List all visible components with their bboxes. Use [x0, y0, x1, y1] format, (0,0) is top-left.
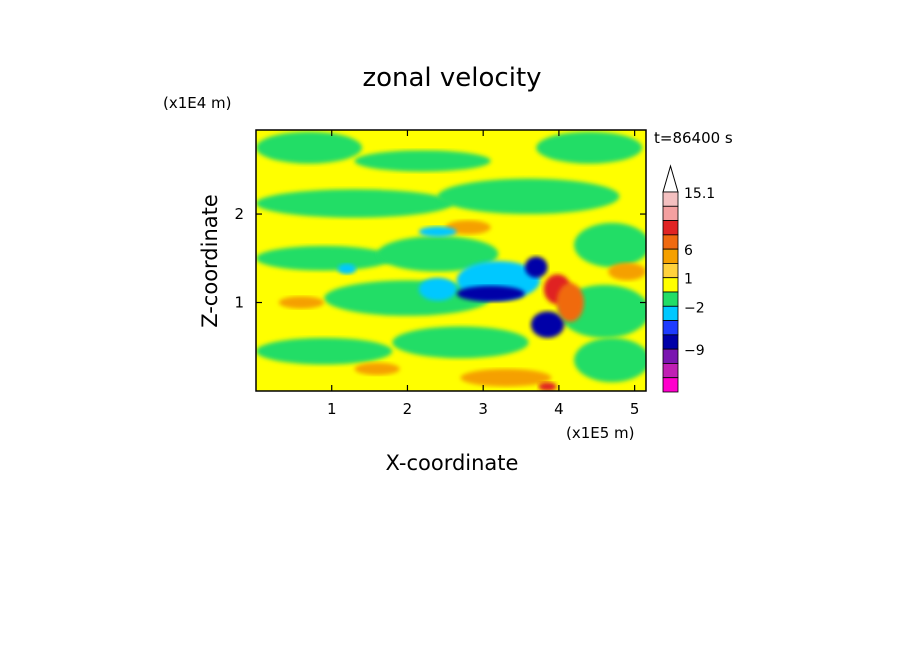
colorbar-level: [662, 248, 679, 264]
contour-region-blue-24: [524, 256, 548, 278]
y-scale-label: (x1E4 m): [163, 94, 232, 112]
colorbar-level: [662, 334, 679, 350]
contour-region-orange-15: [608, 262, 646, 281]
x-tick-label: 1: [327, 400, 337, 418]
y-tick-label: 1: [234, 294, 244, 312]
colorbar-level: [662, 220, 679, 236]
colorbar-level: [662, 363, 679, 379]
contour-region-blue-23: [530, 311, 565, 338]
colorbar: 15.1 6 1 −2 −9: [662, 164, 715, 393]
colorbar-tick-label: −2: [684, 300, 705, 316]
contour-region-orange-16: [278, 296, 325, 309]
colorbar-level: [662, 205, 679, 221]
x-tick-label: 3: [478, 400, 488, 418]
plot-frame: [255, 129, 647, 392]
contour-region-green-3: [256, 189, 453, 218]
contour-region-green-11: [392, 326, 529, 359]
contour-region-green-1: [354, 150, 491, 172]
colorbar-level: [662, 320, 679, 336]
contour-region-green-2: [536, 131, 643, 164]
contour-region-green-4: [437, 178, 620, 215]
colorbar-arrow: [662, 164, 679, 193]
colorbar-level: [662, 305, 679, 321]
contour-region-orange-13: [460, 368, 552, 387]
colorbar-level: [662, 291, 679, 307]
contour-region-cyan-20: [337, 263, 356, 275]
contour-region-red-27: [538, 382, 557, 391]
contour-region-green-6: [377, 236, 499, 272]
contour-plot: 1 2 3 4 5 1 2: [234, 129, 647, 418]
colorbar-tick-label: 15.1: [684, 186, 715, 202]
time-label: t=86400 s: [654, 129, 733, 147]
contour-region-green-10: [256, 337, 393, 365]
contour-region-green-7: [574, 222, 646, 268]
colorbar-level: [662, 348, 679, 364]
contour-region-orange-26: [556, 283, 584, 322]
contour-region-orange-14: [354, 362, 400, 376]
contour-region-green-5: [256, 245, 393, 271]
contour-region-cyan-19: [418, 226, 457, 238]
colorbar-tick-label: −9: [684, 343, 705, 359]
colorbar-level: [662, 277, 679, 293]
x-tick-label: 2: [403, 400, 413, 418]
x-tick-label: 4: [554, 400, 564, 418]
contour-region-green-0: [256, 131, 363, 164]
x-tick-label: 5: [630, 400, 640, 418]
colorbar-level: [662, 191, 679, 207]
colorbar-tick-label: 1: [684, 272, 693, 288]
colorbar-tick-label: 6: [684, 243, 693, 259]
chart-title: zonal velocity: [362, 63, 541, 93]
contour-region-green-12: [574, 337, 646, 383]
x-axis-label: X-coordinate: [386, 451, 519, 475]
contour-region-cyan-18: [418, 277, 457, 301]
colorbar-level: [662, 377, 679, 393]
y-axis-label: Z-coordinate: [198, 194, 222, 328]
contour-region-orange-17: [445, 220, 491, 235]
colorbar-level: [662, 263, 679, 279]
y-tick-label: 2: [234, 205, 244, 223]
contour-region-blue-22: [456, 285, 525, 302]
x-scale-label: (x1E5 m): [566, 424, 635, 442]
colorbar-level: [662, 234, 679, 250]
